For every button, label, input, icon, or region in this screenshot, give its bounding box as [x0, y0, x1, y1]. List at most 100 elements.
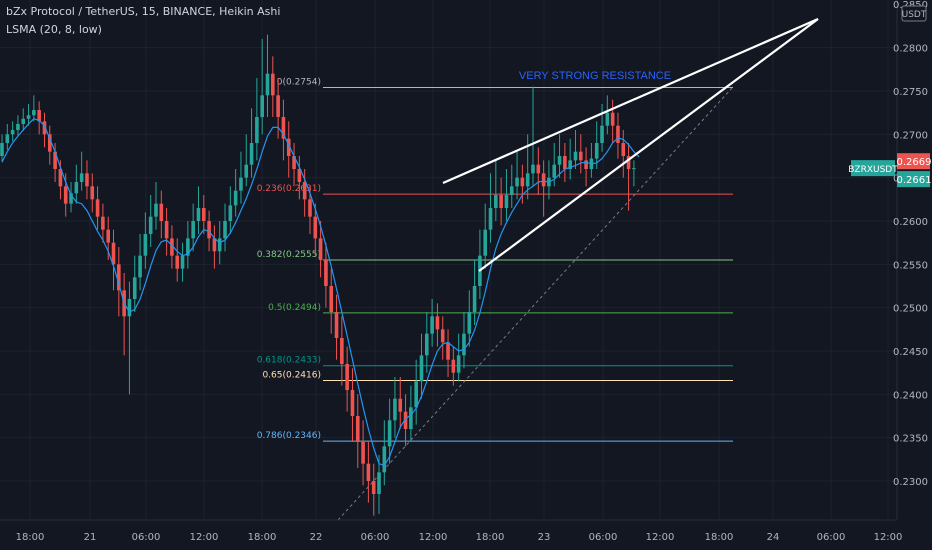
price-tick-label: 0.2800 — [893, 44, 928, 55]
candle-body — [578, 151, 583, 161]
candle-body — [616, 125, 620, 143]
candle-body — [355, 416, 360, 442]
upper-trendline — [442, 17, 819, 185]
time-tick-label: 06:00 — [132, 532, 161, 543]
candle-body — [361, 442, 365, 464]
price-tick-label: 0.2400 — [893, 390, 928, 401]
candle-body — [419, 355, 424, 382]
candle-body — [536, 164, 541, 174]
candle-body — [111, 242, 116, 265]
candle-body — [175, 255, 180, 269]
candle-body — [132, 277, 137, 299]
price-tick-label: 0.2550 — [893, 260, 928, 271]
fib-level-label: 0.5(0.2494) — [268, 303, 321, 313]
candle-body — [16, 123, 20, 130]
candle-body — [329, 286, 334, 312]
candle-body — [308, 199, 312, 217]
candle-body — [509, 186, 514, 195]
candle-body — [515, 177, 519, 187]
time-tick-label: 22 — [310, 532, 323, 543]
candle-body — [414, 381, 418, 408]
candle-body — [456, 355, 461, 373]
candle-body — [42, 121, 47, 135]
time-tick-label: 24 — [767, 532, 780, 543]
candle-body — [610, 112, 615, 126]
candle-body — [451, 359, 456, 373]
candle-body — [531, 164, 535, 174]
candle-body — [47, 134, 52, 152]
candle-body — [584, 160, 588, 169]
candle-body — [117, 264, 121, 291]
candle-body — [186, 238, 190, 256]
candle-body — [255, 117, 259, 143]
candle-body — [393, 398, 397, 421]
indicator-label[interactable]: LSMA (20, 8, low) — [6, 23, 102, 36]
price-tick-label: 0.2450 — [893, 347, 928, 358]
price-tick-label: 0.2700 — [893, 130, 928, 141]
fib-level-label: 0(0.2754) — [277, 78, 321, 88]
price-tick-label: 0.2350 — [893, 434, 928, 445]
candle-body — [409, 407, 413, 429]
time-tick-label: 18:00 — [476, 532, 505, 543]
fib-level-label: 0.382(0.2555) — [257, 250, 321, 260]
price-tick-label: 0.2600 — [893, 217, 928, 228]
candle-body — [10, 130, 15, 135]
fib-level-label: 0.236(0.2631) — [257, 184, 321, 194]
candle-body — [21, 118, 26, 124]
candle-body — [26, 115, 31, 119]
candle-body — [85, 173, 89, 187]
candle-body — [5, 134, 10, 143]
candle-body — [170, 238, 174, 256]
candle-body — [90, 186, 95, 200]
candle-body — [462, 333, 466, 356]
time-tick-label: 12:00 — [419, 532, 448, 543]
candle-body — [557, 156, 562, 165]
last-price-label: 0.2661 — [897, 175, 932, 186]
currency-label: USDT — [902, 10, 927, 20]
candle-body — [504, 195, 509, 208]
candle-body — [605, 112, 610, 126]
candle-body — [164, 221, 169, 239]
alt-price-badge — [897, 153, 930, 170]
chart-title[interactable]: bZx Protocol / TetherUS, 15, BINANCE, He… — [6, 5, 281, 18]
candle-body — [233, 190, 238, 206]
price-axis-background — [897, 0, 932, 550]
symbol-badge — [851, 160, 895, 177]
candle-body — [74, 182, 79, 194]
candle-body — [334, 312, 339, 338]
fib-retracement: 0(0.2754) 0.236(0.2631) 0.382(0.2555) 0.5(0… — [257, 78, 733, 442]
candle-body — [207, 221, 211, 239]
candle-body — [345, 364, 349, 390]
fib-level-label: 0.618(0.2433) — [257, 356, 321, 366]
candle-body — [600, 125, 604, 143]
price-tick-label: 0.2300 — [893, 477, 928, 488]
lsma-line — [1, 118, 640, 467]
dashed-trendline — [337, 87, 733, 521]
candle-body — [63, 186, 68, 204]
candle-body — [488, 208, 493, 230]
candle-body — [499, 195, 503, 208]
candle-body — [340, 338, 344, 364]
lower-trendline — [478, 18, 819, 272]
candle-body — [138, 255, 142, 278]
candle-body — [249, 143, 254, 165]
candle-body — [440, 329, 445, 343]
candle-body — [472, 286, 477, 312]
time-tick-label: 06:00 — [361, 532, 390, 543]
candle-body — [106, 229, 110, 243]
candle-body — [494, 195, 498, 208]
candle-body — [127, 299, 132, 317]
candles — [0, 34, 636, 516]
candle-body — [626, 156, 631, 169]
candle-body — [297, 169, 302, 182]
alt-price-label: 0.2669 — [897, 157, 932, 168]
candle-body — [302, 182, 307, 200]
symbol-label: BZRXUSDT — [848, 165, 898, 175]
time-tick-label: 18:00 — [248, 532, 277, 543]
candle-body — [143, 234, 148, 256]
candle-body — [520, 177, 525, 187]
candle-body — [568, 160, 572, 169]
candle-body — [79, 173, 84, 182]
